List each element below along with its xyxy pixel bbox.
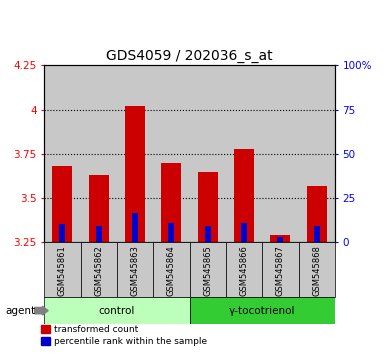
Text: GSM545866: GSM545866 [239,245,249,296]
Bar [80,65,117,242]
Bar [190,242,226,297]
Bar [117,242,153,297]
Legend: transformed count, percentile rank within the sample: transformed count, percentile rank withi… [41,325,207,346]
Title: GDS4059 / 202036_s_at: GDS4059 / 202036_s_at [106,49,273,63]
Bar [226,65,262,242]
Text: GSM545868: GSM545868 [312,245,321,296]
Bar [226,242,262,297]
Bar [125,106,145,242]
Bar [314,226,320,242]
Bar [190,65,226,242]
Text: control: control [99,306,135,316]
Text: GSM545863: GSM545863 [131,245,140,296]
Text: agent: agent [6,306,36,316]
Bar [169,223,174,242]
Bar [262,242,299,297]
Bar [52,166,72,242]
Bar [299,65,335,242]
Bar [234,149,254,242]
Bar [198,172,218,242]
Bar [262,65,299,242]
Bar [299,242,335,297]
Bar [44,242,80,297]
Text: γ-tocotrienol: γ-tocotrienol [229,306,296,316]
Bar [278,237,283,242]
Bar [44,297,190,324]
Text: GSM545867: GSM545867 [276,245,285,296]
Bar [205,226,211,242]
Bar [153,65,189,242]
Text: GSM545864: GSM545864 [167,245,176,296]
Bar [117,65,153,242]
Bar [161,163,181,242]
Bar [59,224,65,242]
Bar [153,242,189,297]
Text: GSM545865: GSM545865 [203,245,212,296]
Bar [80,242,117,297]
Text: GSM545861: GSM545861 [58,245,67,296]
Bar [96,226,102,242]
Bar [44,65,80,242]
Bar [241,223,247,242]
Bar [270,235,290,242]
Bar [307,186,327,242]
Bar [132,213,138,242]
Bar [190,297,335,324]
Bar [89,175,109,242]
Text: GSM545862: GSM545862 [94,245,103,296]
